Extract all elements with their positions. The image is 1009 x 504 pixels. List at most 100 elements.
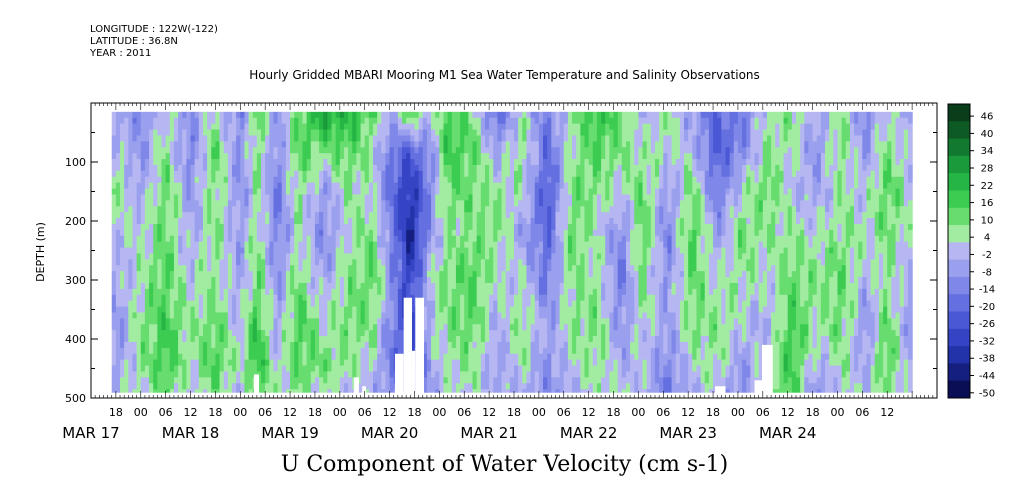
heatmap-cell — [377, 253, 382, 260]
heatmap-cell — [124, 282, 129, 290]
heatmap-cell — [269, 341, 275, 349]
heatmap-cell — [302, 123, 308, 131]
heatmap-cell — [169, 235, 175, 243]
heatmap-cell — [435, 383, 440, 390]
heatmap-cell — [460, 347, 465, 355]
heatmap-cell — [136, 153, 142, 160]
heatmap-cell — [219, 241, 225, 249]
heatmap-cell — [493, 170, 499, 178]
heatmap-cell — [410, 247, 416, 255]
heatmap-cell — [182, 176, 187, 184]
heatmap-cell — [447, 153, 453, 160]
heatmap-cell — [389, 212, 395, 219]
heatmap-cell — [489, 117, 494, 125]
heatmap-cell — [538, 111, 544, 119]
heatmap-cell — [269, 223, 275, 231]
heatmap-cell — [310, 353, 316, 361]
heatmap-cell — [364, 159, 370, 166]
heatmap-cell — [422, 271, 428, 278]
heatmap-cell — [128, 271, 134, 278]
heatmap-cell — [356, 253, 362, 260]
heatmap-cell — [178, 282, 183, 290]
heatmap-cell — [290, 294, 295, 302]
heatmap-cell — [294, 194, 299, 201]
heatmap-cell — [120, 159, 125, 166]
heatmap-cell — [339, 259, 345, 266]
heatmap-cell — [182, 353, 187, 361]
heatmap-cell — [389, 206, 395, 213]
heatmap-cell — [364, 135, 370, 142]
heatmap-cell — [480, 259, 486, 266]
heatmap-cell — [207, 235, 212, 243]
heatmap-cell — [410, 135, 416, 142]
heatmap-cell — [202, 389, 208, 393]
heatmap-cell — [331, 265, 337, 272]
heatmap-cell — [186, 312, 192, 319]
heatmap-cell — [215, 129, 221, 137]
heatmap-cell — [277, 324, 283, 331]
heatmap-cell — [484, 135, 490, 142]
heatmap-cell — [115, 377, 121, 384]
heatmap-cell — [472, 359, 478, 367]
heatmap-cell — [215, 265, 221, 272]
heatmap-cell — [132, 176, 138, 184]
heatmap-cell — [518, 336, 523, 343]
heatmap-cell — [331, 347, 337, 355]
heatmap-cell — [277, 111, 283, 119]
heatmap-cell — [111, 288, 117, 296]
heatmap-cell — [319, 341, 324, 349]
heatmap-cell — [111, 223, 117, 231]
heatmap-cell — [464, 170, 469, 178]
heatmap-cell — [327, 135, 333, 142]
heatmap-cell — [157, 265, 163, 272]
heatmap-cell — [443, 123, 449, 131]
heatmap-cell — [194, 153, 200, 160]
heatmap-cell — [335, 188, 341, 196]
heatmap-cell — [518, 147, 523, 154]
heatmap-cell — [190, 176, 196, 184]
heatmap-cell — [215, 347, 221, 355]
heatmap-cell — [294, 259, 299, 266]
heatmap-cell — [348, 176, 353, 184]
heatmap-cell — [414, 188, 420, 196]
heatmap-cell — [426, 188, 432, 196]
heatmap-cell — [331, 318, 337, 325]
heatmap-cell — [538, 312, 544, 319]
heatmap-cell — [522, 129, 528, 137]
heatmap-cell — [530, 200, 536, 207]
heatmap-cell — [418, 170, 424, 178]
heatmap-cell — [480, 253, 486, 260]
heatmap-cell — [173, 306, 179, 314]
heatmap-cell — [265, 212, 270, 219]
heatmap-cell — [431, 271, 436, 278]
heatmap-cell — [447, 159, 453, 166]
heatmap-cell — [111, 182, 117, 190]
heatmap-cell — [219, 383, 225, 390]
heatmap-cell — [435, 117, 440, 125]
heatmap-cell — [364, 324, 370, 331]
heatmap-cell — [530, 253, 536, 260]
heatmap-cell — [198, 300, 204, 308]
heatmap-cell — [373, 300, 378, 308]
heatmap-cell — [290, 365, 295, 373]
heatmap-cell — [526, 200, 532, 207]
heatmap-cell — [132, 235, 138, 243]
heatmap-cell — [339, 330, 345, 337]
heatmap-cell — [128, 206, 134, 213]
heatmap-cell — [364, 212, 370, 219]
heatmap-cell — [310, 135, 316, 142]
heatmap-cell — [385, 277, 391, 284]
heatmap-cell — [219, 223, 225, 231]
heatmap-cell — [198, 277, 204, 284]
heatmap-cell — [202, 123, 208, 131]
heatmap-cell — [223, 235, 229, 243]
heatmap-cell — [227, 359, 233, 367]
heatmap-cell — [364, 389, 370, 393]
heatmap-cell — [323, 312, 328, 319]
heatmap-cell — [173, 347, 179, 355]
heatmap-cell — [178, 176, 183, 184]
heatmap-cell — [182, 153, 187, 160]
heatmap-cell — [480, 206, 486, 213]
heatmap-cell — [460, 365, 465, 373]
heatmap-cell — [343, 359, 349, 367]
